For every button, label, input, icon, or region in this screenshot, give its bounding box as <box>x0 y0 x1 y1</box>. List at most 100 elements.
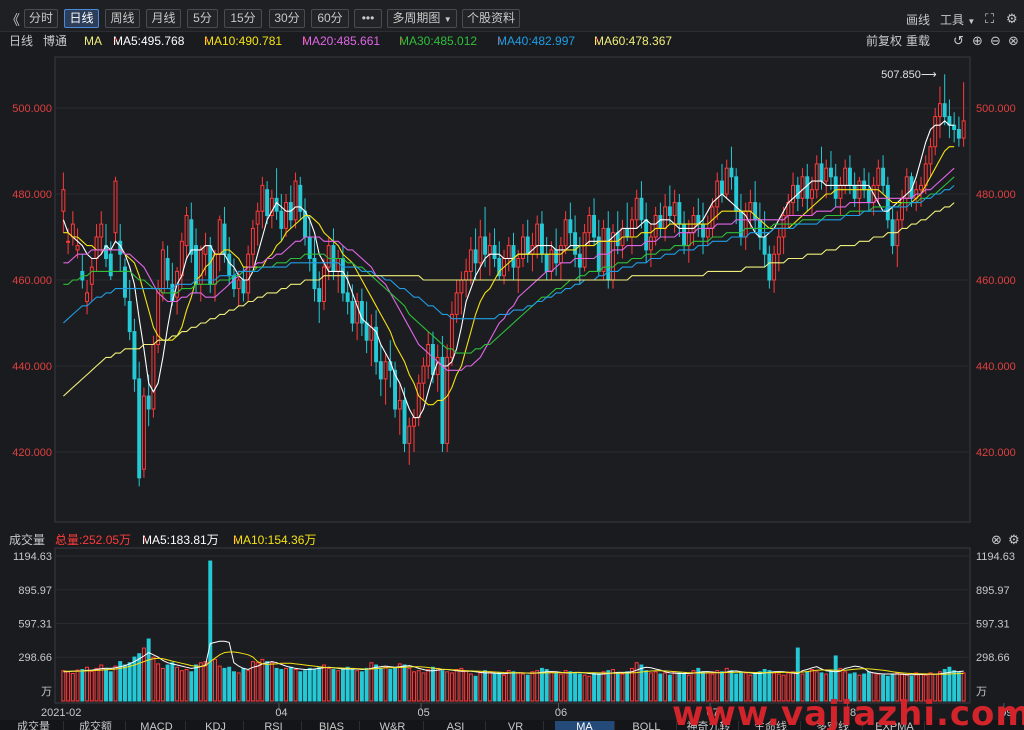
volume-bar <box>881 674 886 702</box>
volume-bar <box>720 671 724 702</box>
indicator-tab[interactable]: W&R <box>362 721 424 730</box>
volume-bar <box>587 675 592 702</box>
volume-bar <box>539 667 544 702</box>
volume-bar <box>464 670 469 702</box>
period-tab[interactable]: 60分 <box>311 9 349 28</box>
reload-button[interactable]: 重载 <box>906 34 931 48</box>
indicator-tab[interactable]: 多空线 <box>803 721 863 730</box>
period-tab[interactable]: 月线 <box>146 9 181 28</box>
candle-body <box>454 292 459 315</box>
candle-body <box>776 236 781 255</box>
volume-bar <box>554 672 559 702</box>
indicator-tab[interactable]: BOLL <box>617 721 677 730</box>
expand-icon[interactable]: ⛶ <box>985 11 995 26</box>
volume-bar <box>648 672 653 702</box>
candle-body <box>852 184 857 199</box>
volume-bar <box>923 674 928 702</box>
more-button[interactable]: ••• <box>354 9 382 28</box>
indicator-tab[interactable]: 神奇九转 <box>679 721 739 730</box>
candle-body <box>336 258 341 272</box>
candle-body <box>483 236 488 255</box>
indicator-tab[interactable]: 成交额 <box>66 721 126 730</box>
period-tab[interactable]: 15分 <box>224 9 262 28</box>
candle-body <box>781 215 786 238</box>
candle-body <box>227 253 232 277</box>
ma-label[interactable]: MA <box>84 34 102 48</box>
volume-bar <box>767 670 772 702</box>
multi-period-dropdown[interactable]: 多周期图 ▼ <box>387 9 457 28</box>
volume-bar <box>317 666 322 702</box>
candle-body <box>795 184 800 199</box>
indicator-tab[interactable]: KDJ <box>188 721 244 730</box>
volume-bar <box>165 664 170 702</box>
indicator-tab[interactable]: MA <box>555 721 615 730</box>
draw-line-button[interactable]: 画线 <box>906 13 931 27</box>
period-tab[interactable]: 日线 <box>64 9 99 28</box>
candle-body <box>317 288 322 303</box>
volume-bar <box>558 673 563 702</box>
candle-body <box>724 167 729 195</box>
indicator-tab[interactable]: BIAS <box>304 721 360 730</box>
volume-tick-label-left: 597.31 <box>18 619 52 631</box>
candle-body <box>885 184 890 221</box>
candle-body <box>312 258 317 290</box>
volume-bar <box>791 671 796 702</box>
volume-tick-label-left: 298.66 <box>18 652 52 664</box>
indicator-tab[interactable]: 成交量 <box>4 721 64 730</box>
up-arrow-icon: ↑ <box>55 534 61 546</box>
volume-bar <box>104 669 108 702</box>
indicator-tabs: 成交量 成交额 MACD KDJ RSI BIAS W&R ASI VR MA BOLL 神奇九转 生命… <box>0 720 1024 730</box>
candle-body <box>255 210 260 225</box>
tools-dropdown[interactable]: 工具 ▼ <box>940 11 975 28</box>
indicator-tab[interactable]: ASI <box>426 721 486 730</box>
toolbar: 《 分时 日线 周线 月线 5分 15分 30分 60分 ••• 多周期图 ▼ 个股资料 画线… <box>0 0 1024 32</box>
period-tab[interactable]: 分时 <box>24 9 58 28</box>
period-tab[interactable]: 周线 <box>105 9 140 28</box>
ma60-line <box>63 202 955 397</box>
volume-bar <box>601 671 606 702</box>
double-chevron-left-icon[interactable]: 《 <box>6 12 20 28</box>
volume-bar <box>810 669 814 702</box>
candle-body <box>108 253 113 277</box>
indicator-tab[interactable]: RSI <box>246 721 302 730</box>
indicator-tab[interactable]: EXPMA <box>865 721 925 730</box>
zoom-in-icon[interactable]: ⊕ <box>972 33 983 48</box>
stock-info-button[interactable]: 个股资料 <box>462 9 520 28</box>
x-tick-label: 08 <box>844 707 856 719</box>
volume-bar <box>369 662 374 702</box>
volume-bar <box>118 661 123 702</box>
volume-bar <box>426 669 431 702</box>
indicator-tab[interactable]: VR <box>488 721 544 730</box>
volume-bar <box>70 672 75 702</box>
close-icon[interactable]: ⊗ <box>991 532 1002 547</box>
close-icon[interactable]: ⊗ <box>1008 33 1019 48</box>
candle-body <box>416 382 421 419</box>
indicator-tab[interactable]: MACD <box>128 721 186 730</box>
candle-body <box>535 223 540 247</box>
volume-bar <box>525 674 530 702</box>
candle-body <box>66 240 71 243</box>
volume-bar <box>573 672 578 702</box>
period-tab[interactable]: 30分 <box>269 9 305 28</box>
volume-bar <box>75 669 80 702</box>
candle-body <box>236 279 241 290</box>
gear-icon[interactable]: ⚙ <box>1006 11 1018 26</box>
candle-body <box>298 184 303 212</box>
candle-body <box>364 322 369 341</box>
volume-bar <box>696 667 701 702</box>
volume-bar <box>667 674 672 702</box>
undo-icon[interactable]: ↺ <box>953 33 964 48</box>
forward-adjust-button[interactable]: 前复权 <box>866 34 903 48</box>
candle-body <box>611 232 615 281</box>
up-arrow-icon: ↑ <box>204 35 210 47</box>
volume-bar <box>303 670 307 702</box>
zoom-out-icon[interactable]: ⊖ <box>990 33 1001 48</box>
volume-bar <box>502 674 506 702</box>
candle-body <box>99 223 104 238</box>
gear-icon[interactable]: ⚙ <box>1008 532 1020 547</box>
candle-body <box>682 223 687 247</box>
indicator-tab[interactable]: 生命线 <box>741 721 801 730</box>
period-tab[interactable]: 5分 <box>187 9 218 28</box>
price-tick-label-right: 500.000 <box>976 103 1016 115</box>
